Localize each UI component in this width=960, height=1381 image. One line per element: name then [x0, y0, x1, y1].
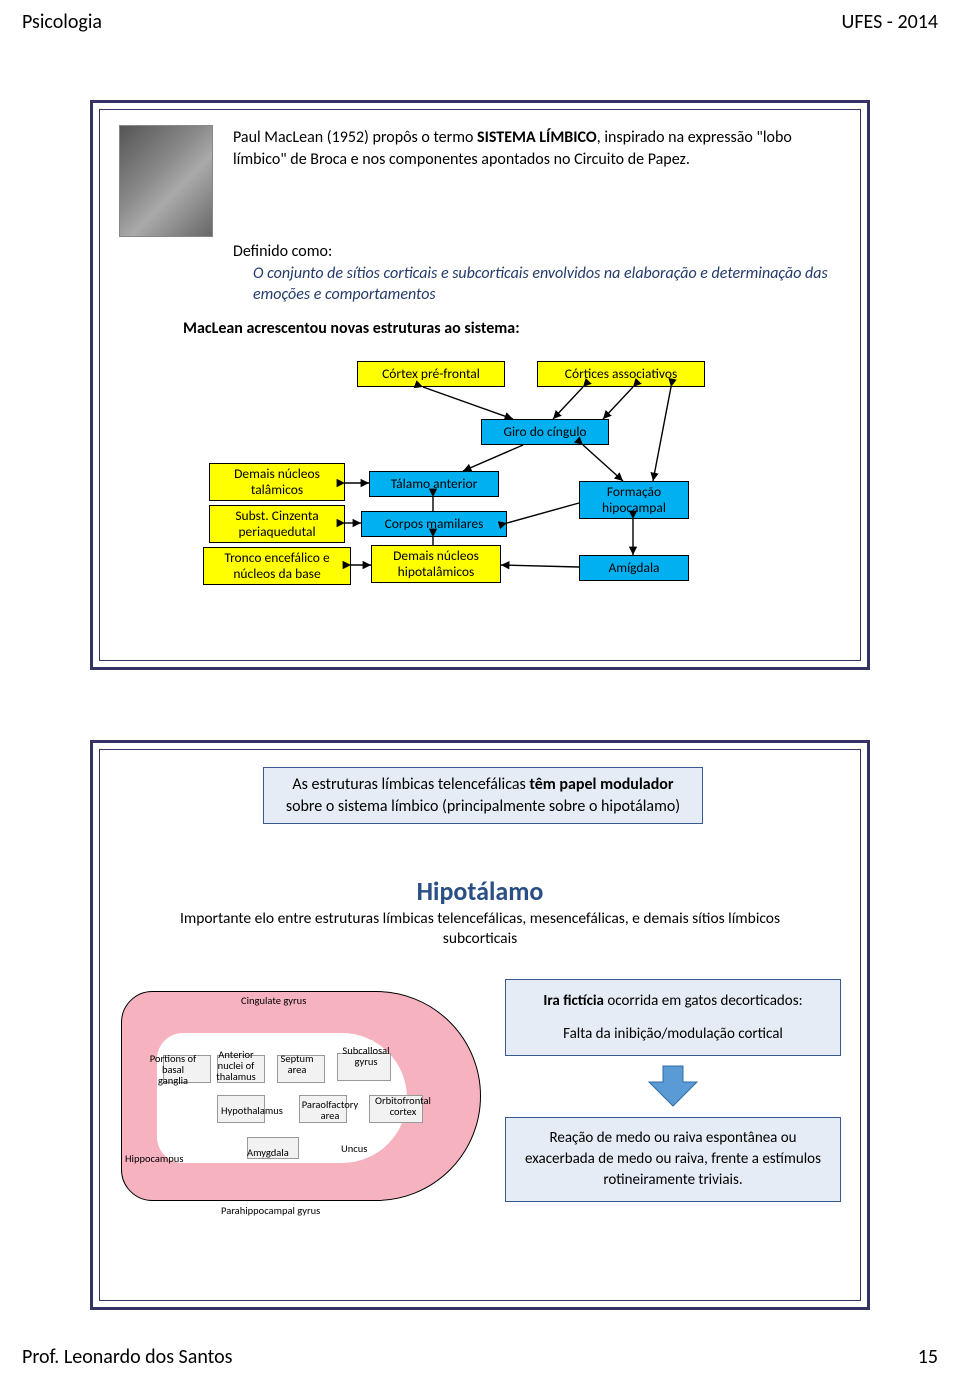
footer-left: Prof. Leonardo dos Santos: [22, 1345, 233, 1369]
label-septum: Septum area: [273, 1053, 321, 1075]
slide2-right-column: Ira fictícia ocorrida em gatos decortica…: [505, 979, 841, 1202]
spacer: [520, 1013, 826, 1023]
reaction-box: Reação de medo ou raiva espontânea ou ex…: [505, 1117, 841, 1202]
node-cortices-associativos: Córtices associativos: [537, 361, 705, 387]
maclean-portrait: [119, 125, 213, 237]
label-hippocampus: Hippocampus: [125, 1153, 183, 1164]
diagram-area: Córtex pré-frontal Córtices associativos…: [93, 353, 867, 667]
node-demais-talamicos: Demais núcleos talâmicos: [209, 463, 345, 501]
page: Psicologia UFES - 2014 Prof. Leonardo do…: [0, 0, 960, 1381]
def-body: O conjunto de sítios corticais e subcort…: [233, 263, 837, 306]
slide1-intro: Paul MacLean (1952) propôs o termo SISTE…: [233, 127, 837, 170]
intro-pre: Paul MacLean (1952) propôs o termo: [233, 128, 477, 147]
ira-box: Ira fictícia ocorrida em gatos decortica…: [505, 979, 841, 1056]
node-demais-hipotalamicos: Demais núcleos hipotalâmicos: [371, 545, 501, 583]
label-hypothalamus: Hypothalamus: [221, 1105, 283, 1116]
slide2-top-box: As estruturas límbicas telencefálicas tê…: [263, 767, 703, 824]
ira-line2: Falta da inibição/modulação cortical: [520, 1023, 826, 1046]
node-giro-cingulo: Giro do cíngulo: [481, 419, 609, 445]
maclean-line-text: MacLean acrescentou novas estruturas ao …: [183, 319, 520, 338]
down-arrow-icon: [643, 1064, 703, 1108]
top-bold: têm papel modulador: [529, 775, 673, 794]
top-pre: As estruturas límbicas telencefálicas: [292, 775, 529, 794]
label-orbitofrontal: Orbitofrontal cortex: [373, 1095, 433, 1117]
label-subcallosal: Subcallosal gyrus: [337, 1045, 395, 1067]
label-cingulate: Cingulate gyrus: [241, 995, 306, 1006]
top-mid: sobre o sistema límbico (principalmente …: [286, 797, 680, 816]
slide1-definition: Definido como: O conjunto de sítios cort…: [233, 241, 837, 306]
node-subst-cinzenta: Subst. Cinzenta periaquedutal: [209, 505, 345, 543]
down-arrow-wrap: [505, 1064, 841, 1113]
node-amigdala: Amígdala: [579, 555, 689, 581]
page-number: 15: [918, 1345, 938, 1369]
label-amygdala: Amygdala: [247, 1147, 289, 1158]
label-portions: Portions of basal ganglia: [147, 1053, 199, 1086]
node-corpos-mamilares: Corpos mamilares: [361, 511, 507, 537]
ira-line1: Ira fictícia ocorrida em gatos decortica…: [520, 990, 826, 1013]
limbic-figure: Cingulate gyrus Portions of basal gangli…: [117, 975, 487, 1255]
node-tronco-encefalico: Tronco encefálico e núcleos da base: [203, 547, 351, 585]
header-left: Psicologia: [22, 10, 102, 34]
intro-bold: SISTEMA LÍMBICO: [477, 128, 597, 147]
label-anterior: Anterior nuclei of thalamus: [209, 1049, 263, 1082]
node-cortex-pre-frontal: Córtex pré-frontal: [357, 361, 505, 387]
maclean-line: MacLean acrescentou novas estruturas ao …: [183, 319, 520, 338]
ira-rest: ocorrida em gatos decorticados:: [604, 992, 803, 1010]
slide-2-frame: As estruturas límbicas telencefálicas tê…: [90, 740, 870, 1310]
hipotalamo-title: Hipotálamo: [93, 875, 867, 907]
ira-bold: Ira fictícia: [543, 992, 604, 1010]
label-uncus: Uncus: [341, 1143, 367, 1154]
slide-1-frame: Paul MacLean (1952) propôs o termo SISTE…: [90, 100, 870, 670]
header-right: UFES - 2014: [842, 10, 939, 34]
label-parahippocampal: Parahippocampal gyrus: [221, 1205, 320, 1216]
node-talamo-anterior: Tálamo anterior: [369, 471, 499, 497]
def-label: Definido como:: [233, 242, 332, 261]
label-paraolfactory: Paraolfactory area: [301, 1099, 359, 1121]
node-formacao-hipocampal: Formação hipocampal: [579, 481, 689, 519]
hipotalamo-subtitle: Importante elo entre estruturas límbicas…: [153, 909, 807, 949]
